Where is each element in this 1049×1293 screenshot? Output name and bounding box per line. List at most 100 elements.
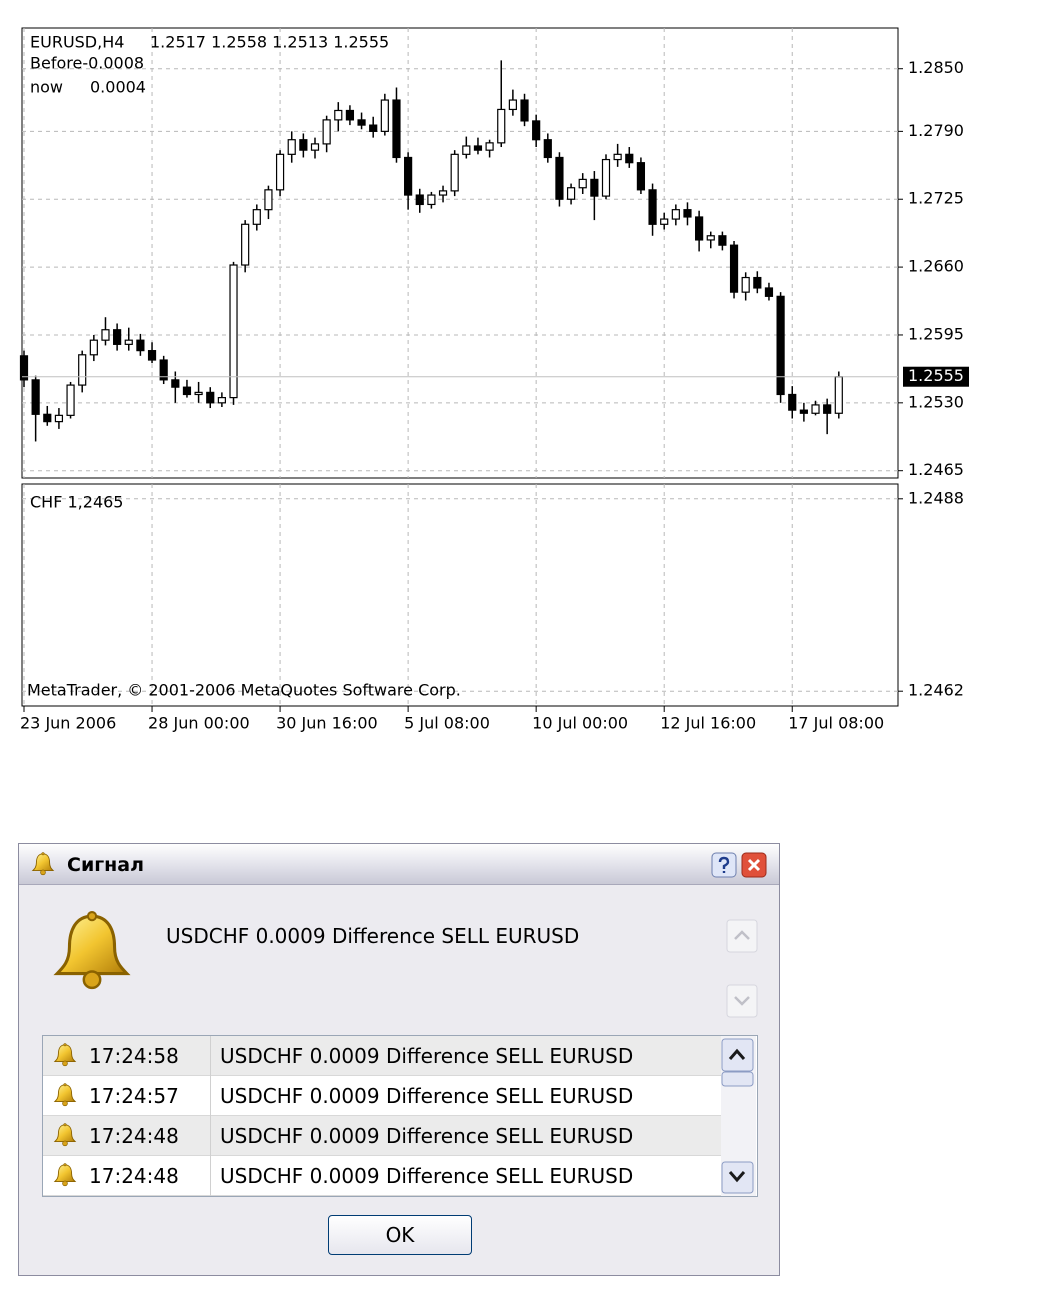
alert-text: USDCHF 0.0009 Difference SELL EURUSD [220, 1124, 634, 1148]
dialog-title: Сигнал [67, 854, 145, 876]
scroll-up[interactable] [721, 1038, 754, 1072]
candle-body [601, 158, 611, 197]
alert-list: 17:24:48 USDCHF 0.0009 Difference SELL EU… [42, 1035, 758, 1197]
candle-body [89, 339, 98, 356]
candle-body [147, 350, 157, 361]
annotation: now [30, 78, 63, 97]
candle-body [66, 384, 75, 416]
help-button[interactable] [711, 852, 737, 878]
alert-row[interactable]: 17:24:48 USDCHF 0.0009 Difference SELL EU… [43, 1156, 723, 1196]
list-scrollbar [721, 1036, 756, 1196]
copyright: MetaTrader, © 2001-2006 MetaQuotes Softw… [27, 681, 461, 700]
candle-body [508, 99, 517, 111]
candle-body [392, 99, 401, 159]
x-tick-label: 10 Jul 00:00 [532, 714, 628, 733]
close-button[interactable] [741, 852, 767, 878]
candle-body [788, 393, 797, 411]
candle-body [764, 287, 774, 297]
candle-body [54, 414, 64, 423]
candle-body [566, 187, 576, 200]
title-icon [31, 852, 55, 876]
candle-body [299, 139, 308, 151]
scroll-down[interactable] [726, 984, 758, 1018]
alert-row[interactable]: 17:24:58 USDCHF 0.0009 Difference SELL EU… [43, 1036, 723, 1076]
candle-body [264, 189, 273, 211]
y-tick-label: 1.2850 [908, 58, 964, 77]
candle-body [741, 276, 750, 293]
candle-body [636, 162, 646, 191]
candle-body [404, 156, 413, 196]
candle-body [136, 339, 145, 352]
y-tick-label: 1.2530 [908, 392, 964, 411]
candle-body [275, 153, 285, 191]
last-price-box [903, 366, 969, 387]
alert-time: 17:24:48 [89, 1124, 179, 1148]
price-panel [21, 27, 899, 479]
bell-icon [49, 910, 135, 992]
candle-body [729, 244, 739, 293]
scroll-up[interactable] [726, 919, 758, 953]
candle-body [217, 397, 226, 404]
y-tick-label: 1.2465 [908, 460, 964, 479]
alert-message: USDCHF 0.0009 Difference SELL EURUSD [166, 924, 580, 948]
candle-body [473, 145, 483, 151]
x-tick-label: 23 Jun 2006 [20, 714, 116, 733]
candle-body [695, 216, 704, 241]
row-icon [53, 1083, 77, 1107]
annotation: 0.0004 [90, 78, 146, 97]
candle-body [520, 99, 529, 122]
column-divider [210, 1116, 211, 1156]
candle-body [462, 145, 471, 155]
ohlc-label: 1.2517 1.2558 1.2513 1.2555 [150, 33, 389, 52]
indicator-panel [21, 483, 899, 707]
candle-body [369, 124, 378, 132]
candle-body [171, 379, 180, 388]
column-divider [210, 1036, 211, 1076]
candle-body [78, 354, 87, 386]
candle-body [834, 376, 843, 414]
candle-body [124, 339, 133, 345]
candle-body [718, 235, 727, 246]
candle-body [415, 194, 424, 206]
candle-body [532, 120, 541, 141]
candle-body [287, 139, 296, 155]
x-tick-label: 12 Jul 16:00 [660, 714, 756, 733]
candle-body [823, 404, 832, 414]
x-tick-label: 17 Jul 08:00 [788, 714, 884, 733]
candle-body [19, 355, 29, 381]
ok-button[interactable]: OK [328, 1215, 472, 1255]
candle-body [625, 153, 634, 164]
candle-body [450, 153, 459, 192]
chart: EURUSD,H4 1.2517 1.2558 1.2513 1.2555 Be… [19, 27, 969, 733]
column-divider [210, 1076, 211, 1116]
candle-body [101, 329, 110, 341]
alert-time: 17:24:48 [89, 1164, 179, 1188]
y-tick-label: 1.2790 [908, 121, 964, 140]
candle-body [380, 99, 389, 132]
candle-body [43, 413, 52, 423]
alert-row[interactable]: 17:24:48 USDCHF 0.0009 Difference SELL EU… [43, 1116, 723, 1156]
candle-body [660, 218, 669, 225]
candle-body [776, 295, 785, 396]
candle-body [555, 156, 564, 200]
candle-body [182, 386, 192, 396]
candle-body [229, 264, 238, 399]
alert-row[interactable]: 17:24:57 USDCHF 0.0009 Difference SELL EU… [43, 1076, 723, 1116]
row-icon [53, 1043, 77, 1067]
candle-body [438, 190, 448, 196]
message-scrollbar [726, 919, 758, 1018]
row-icon [53, 1163, 77, 1187]
candle-body [671, 209, 680, 220]
candle-body [811, 404, 820, 414]
candle-body [590, 178, 599, 197]
indicator-title: CHF 1,2465 [30, 493, 123, 512]
alert-text: USDCHF 0.0009 Difference SELL EURUSD [220, 1084, 634, 1108]
candle-body [322, 119, 331, 145]
candle-body [159, 359, 168, 381]
y-tick-label: 1.2725 [908, 189, 964, 208]
candle-body [613, 153, 622, 161]
candle-body [113, 329, 122, 345]
candle-body [497, 108, 506, 144]
symbol-title: EURUSD,H4 [30, 33, 124, 52]
scroll-thumb[interactable] [721, 1071, 754, 1087]
